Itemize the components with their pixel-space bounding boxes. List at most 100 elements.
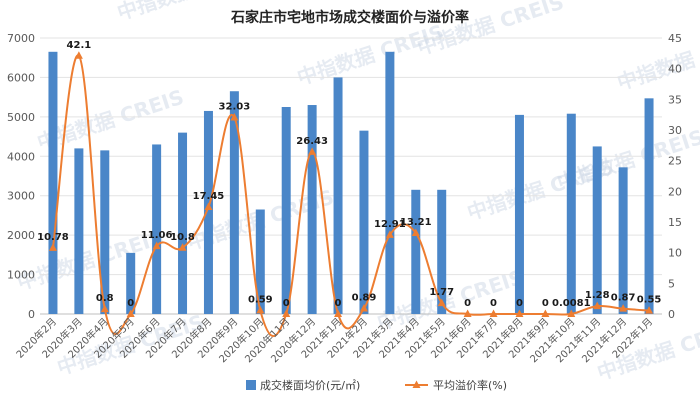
data-label: 10.8 bbox=[170, 232, 195, 243]
legend-label-bar: 成交楼面均价(元/㎡) bbox=[260, 378, 360, 392]
watermark-text: 中指数据 CREIS bbox=[614, 25, 700, 95]
legend: 成交楼面均价(元/㎡) 平均溢价率(%) bbox=[246, 378, 507, 392]
line-marker bbox=[126, 309, 135, 317]
line-marker bbox=[100, 304, 109, 313]
right-axis-tick-label: 45 bbox=[668, 32, 682, 45]
right-axis-tick-label: 5 bbox=[668, 277, 675, 290]
data-label: 0.87 bbox=[611, 293, 636, 304]
line-marker bbox=[489, 309, 498, 317]
bar bbox=[592, 146, 602, 314]
legend-swatch-marker bbox=[412, 380, 421, 388]
bar bbox=[618, 167, 628, 314]
bar bbox=[152, 144, 162, 314]
line-marker bbox=[385, 230, 394, 238]
line-marker bbox=[359, 304, 368, 312]
bar bbox=[203, 110, 213, 314]
bar bbox=[566, 113, 576, 315]
line-marker bbox=[256, 305, 265, 314]
right-axis-tick-label: 30 bbox=[668, 124, 682, 137]
line-marker bbox=[541, 309, 550, 317]
left-axis-tick-label: 6000 bbox=[7, 71, 35, 84]
right-axis-tick-label: 35 bbox=[668, 93, 682, 106]
right-axis-tick-label: 0 bbox=[668, 308, 675, 321]
bar bbox=[281, 107, 291, 314]
data-label: 0.0081 bbox=[552, 298, 591, 309]
line-marker bbox=[619, 304, 628, 312]
data-label: 0 bbox=[335, 298, 342, 309]
line-marker bbox=[334, 309, 343, 317]
right-axis-tick-label: 25 bbox=[668, 155, 682, 168]
legend-swatch-bar bbox=[246, 380, 256, 390]
bar bbox=[48, 51, 58, 315]
gridlines bbox=[40, 37, 662, 315]
line-marker bbox=[645, 306, 654, 314]
line-marker bbox=[463, 309, 472, 317]
left-axis-tick-label: 3000 bbox=[7, 190, 35, 203]
data-label: 0.55 bbox=[637, 295, 662, 306]
right-axis-tick-label: 10 bbox=[668, 247, 682, 260]
bar bbox=[359, 130, 369, 314]
line-marker bbox=[230, 113, 239, 121]
line-marker bbox=[48, 243, 57, 251]
data-label: 1.28 bbox=[585, 290, 610, 301]
right-axis-ticks: 0 5 10 15 20 25 30 35 40 45 bbox=[668, 32, 682, 321]
left-axis-tick-label: 7000 bbox=[7, 32, 35, 45]
data-label: 0 bbox=[490, 298, 497, 309]
data-label: 26.43 bbox=[296, 136, 328, 147]
data-label: 0 bbox=[464, 298, 471, 309]
data-label: 0 bbox=[283, 298, 290, 309]
left-axis-tick-label: 1000 bbox=[7, 269, 35, 282]
data-label: 0 bbox=[542, 298, 549, 309]
bar bbox=[644, 98, 654, 314]
bar bbox=[100, 150, 110, 314]
line-marker bbox=[152, 241, 161, 250]
bar bbox=[514, 114, 524, 314]
data-label: 0.8 bbox=[96, 293, 114, 304]
data-label: 32.03 bbox=[219, 102, 251, 113]
bar bbox=[333, 77, 343, 314]
data-label: 0 bbox=[516, 298, 523, 309]
line-marker bbox=[178, 243, 187, 251]
data-label: 42.1 bbox=[67, 40, 92, 51]
right-axis-tick-label: 20 bbox=[668, 185, 682, 198]
line-marker bbox=[282, 309, 291, 317]
bar bbox=[385, 51, 395, 315]
bar bbox=[437, 189, 447, 314]
bar bbox=[229, 91, 239, 314]
data-label: 0.59 bbox=[248, 294, 273, 305]
bar bbox=[411, 189, 421, 314]
left-axis-tick-label: 0 bbox=[28, 308, 35, 321]
left-axis-tick-label: 2000 bbox=[7, 229, 35, 242]
legend-label-line: 平均溢价率(%) bbox=[433, 378, 507, 392]
left-axis-tick-label: 5000 bbox=[7, 111, 35, 124]
line-marker bbox=[411, 228, 420, 236]
data-label: 11.06 bbox=[141, 230, 173, 241]
line-marker bbox=[515, 309, 524, 317]
data-label: 17.45 bbox=[193, 191, 225, 202]
data-label: 1.77 bbox=[429, 287, 454, 298]
watermark-text: 中指数据 CREIS bbox=[374, 265, 527, 335]
line-marker bbox=[74, 51, 83, 59]
data-label: 10.78 bbox=[37, 232, 69, 243]
bar bbox=[178, 132, 188, 314]
data-label: 0.89 bbox=[352, 293, 377, 304]
bar bbox=[255, 209, 265, 314]
right-axis-tick-label: 15 bbox=[668, 216, 682, 229]
chart-title: 石家庄市宅地市场成交楼面价与溢价率 bbox=[230, 9, 469, 26]
right-axis-tick-label: 40 bbox=[668, 63, 682, 76]
line-marker bbox=[437, 298, 446, 307]
bar-series bbox=[48, 51, 654, 315]
bar bbox=[74, 148, 84, 314]
line-marker bbox=[593, 301, 602, 310]
line-marker bbox=[567, 309, 576, 317]
line-marker bbox=[308, 147, 317, 155]
data-label: 13.21 bbox=[400, 217, 432, 228]
left-axis-tick-label: 4000 bbox=[7, 150, 35, 163]
line-marker bbox=[204, 202, 213, 210]
bar bbox=[126, 252, 136, 314]
left-axis-ticks: 0 1000 2000 3000 4000 5000 6000 7000 bbox=[7, 32, 35, 321]
bar bbox=[307, 105, 317, 315]
